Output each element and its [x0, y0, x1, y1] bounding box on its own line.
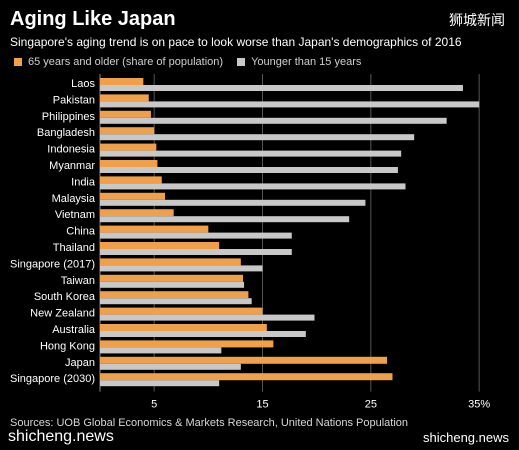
bar-chart: Laos Pakistan Philippines Bangladesh Indones… — [10, 74, 490, 411]
legend-item-younger: Younger than 15 years — [237, 56, 361, 68]
legend-label-older: 65 years and older (share of population) — [28, 56, 224, 68]
category-label: Bangladesh — [37, 127, 95, 139]
bar-younger — [100, 314, 315, 321]
category-label: Laos — [71, 78, 95, 90]
category-label: Myanmar — [49, 160, 95, 172]
bar-younger — [100, 281, 245, 288]
category-label: Pakistan — [53, 94, 95, 106]
watermark-bottom-right: shicheng.news — [423, 430, 509, 445]
bar-older — [100, 340, 274, 348]
bar-younger — [100, 183, 406, 190]
source-note: Sources: UOB Global Economics & Markets … — [10, 417, 409, 429]
bar-younger — [100, 347, 222, 354]
bar-younger — [100, 167, 398, 173]
bar-older — [100, 78, 144, 85]
bar-younger — [100, 363, 241, 370]
bar-younger — [100, 134, 415, 141]
legend-swatch-older — [14, 58, 22, 66]
bar-older — [100, 242, 220, 249]
chart-subtitle: Singapore's aging trend is on pace to lo… — [10, 35, 462, 49]
bar-younger — [100, 331, 306, 337]
bar-younger — [100, 150, 402, 157]
bar-older — [100, 143, 157, 151]
category-label: Australia — [52, 324, 96, 336]
bar-younger — [100, 216, 350, 223]
bar-older — [100, 192, 165, 200]
legend: 65 years and older (share of population)… — [14, 56, 375, 68]
category-label: Thailand — [53, 242, 95, 254]
bar-younger — [100, 117, 447, 124]
bar-older — [100, 356, 388, 364]
watermark-top-right: 狮城新闻 — [449, 13, 505, 29]
bar-older — [100, 160, 158, 167]
bar-older — [100, 307, 263, 315]
bar-older — [100, 110, 151, 118]
category-label: Taiwan — [61, 275, 95, 287]
category-label: China — [66, 226, 96, 238]
category-label: Malaysia — [52, 193, 96, 205]
category-label: Japan — [65, 357, 95, 369]
legend-label-younger: Younger than 15 years — [251, 56, 362, 68]
category-label: India — [71, 176, 96, 188]
watermark-bottom-left: shicheng.news — [8, 428, 114, 445]
category-label: Singapore (2030) — [10, 373, 95, 385]
bar-younger — [100, 101, 480, 108]
bar-younger — [100, 298, 252, 305]
bar-younger — [100, 199, 366, 206]
bar-younger — [100, 85, 463, 91]
bar-younger — [100, 232, 292, 239]
bar-older — [100, 324, 267, 331]
category-label: Vietnam — [55, 209, 95, 221]
bar-older — [100, 225, 209, 233]
legend-swatch-younger — [237, 58, 246, 66]
x-tick-label: 35% — [468, 399, 490, 411]
bar-older — [100, 209, 174, 217]
category-label: Hong Kong — [40, 340, 95, 352]
bar-younger — [100, 380, 220, 387]
chart-title: Aging Like Japan — [10, 8, 176, 30]
bar-older — [100, 274, 243, 282]
category-label: New Zealand — [30, 308, 95, 320]
bar-older — [100, 291, 249, 299]
category-label: Philippines — [42, 111, 96, 123]
category-label: South Korea — [34, 291, 96, 303]
bar-older — [100, 258, 241, 266]
x-tick-label: 25 — [365, 399, 377, 411]
category-label: Indonesia — [47, 144, 96, 156]
legend-item-older: 65 years and older (share of population) — [14, 56, 223, 68]
bar-older — [100, 176, 162, 184]
bar-older — [100, 127, 155, 135]
bar-younger — [100, 265, 263, 272]
x-tick-label: 5 — [151, 399, 157, 411]
category-label: Singapore (2017) — [10, 258, 95, 270]
bar-younger — [100, 249, 292, 255]
bar-older — [100, 94, 149, 102]
x-tick-label: 15 — [256, 399, 268, 411]
bar-older — [100, 373, 393, 381]
